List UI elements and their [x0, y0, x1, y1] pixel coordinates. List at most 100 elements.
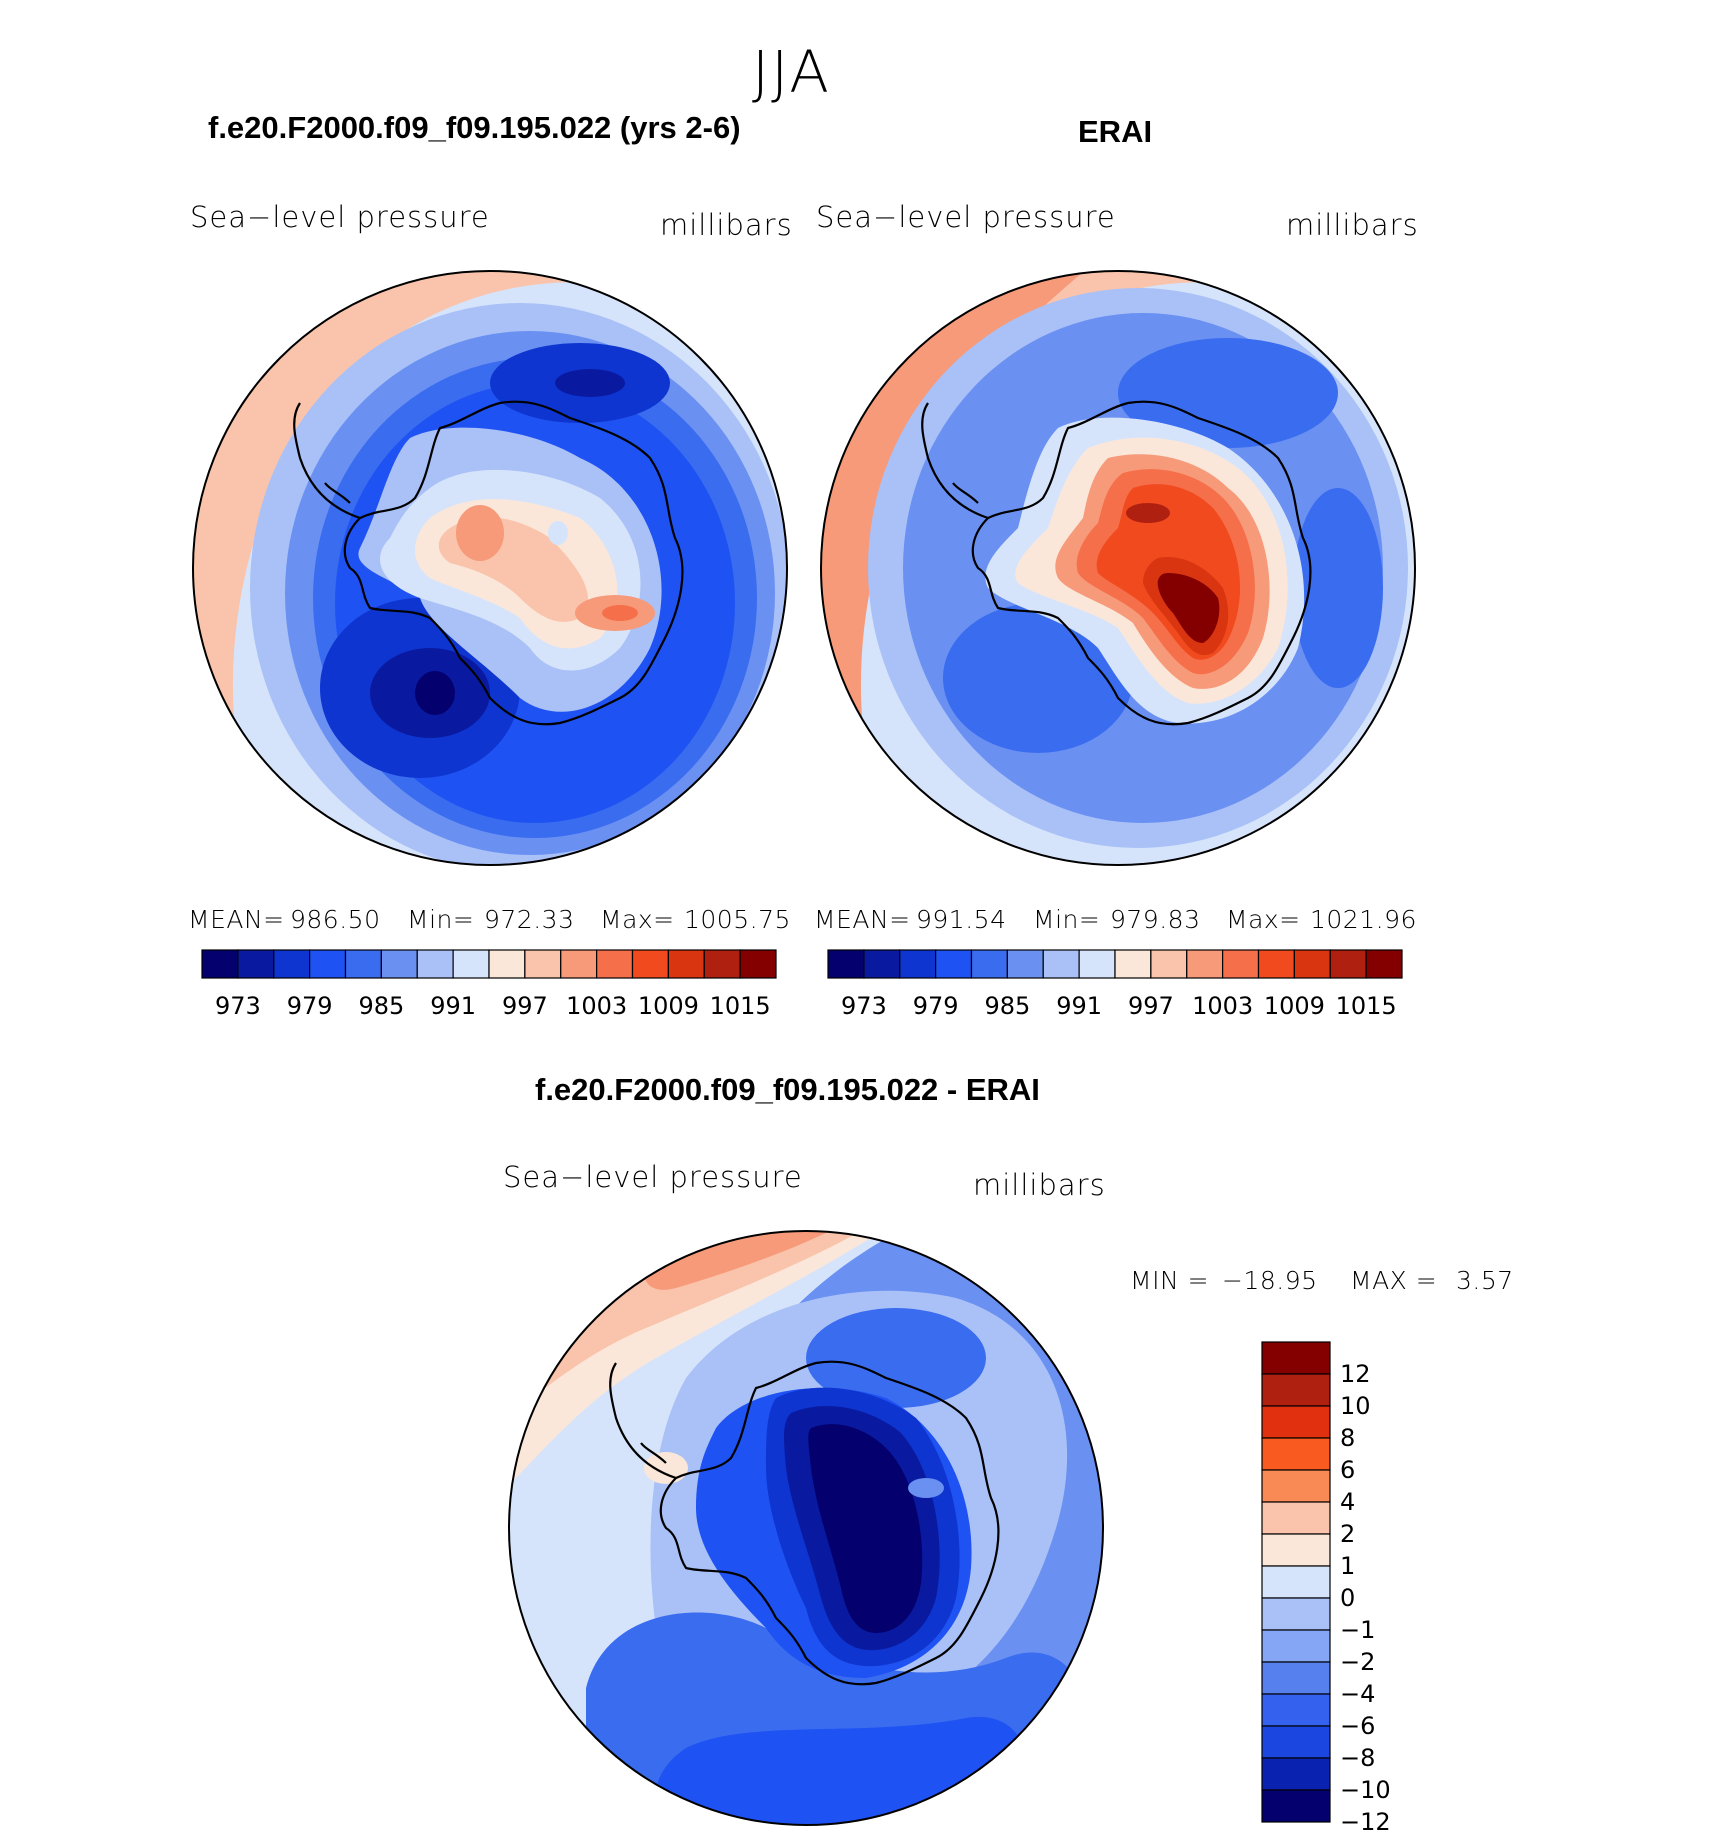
difference-colorbar-swatch — [1261, 1373, 1331, 1407]
difference-colorbar-swatch — [1261, 1405, 1331, 1439]
map2-outline — [820, 270, 1416, 866]
erai-colorbar-swatch — [1006, 949, 1044, 979]
erai-colorbar-swatch — [1257, 949, 1295, 979]
erai-colorbar-tick-label: 1003 — [1192, 992, 1253, 1020]
difference-colorbar-swatch — [1261, 1501, 1331, 1535]
difference-colorbar-tick-label: 1 — [1340, 1552, 1355, 1580]
difference-colorbar-swatch — [1261, 1789, 1331, 1823]
difference-colorbar-tick-label: 4 — [1340, 1488, 1355, 1516]
erai-colorbar-swatch — [1186, 949, 1224, 979]
difference-colorbar-tick-label: −2 — [1340, 1648, 1375, 1676]
panel1-units-label: millibars — [660, 208, 793, 242]
erai-colorbar-swatch — [1078, 949, 1116, 979]
model-colorbar-tick-label: 979 — [287, 992, 333, 1020]
difference-colorbar-swatch — [1261, 1661, 1331, 1695]
difference-colorbar-tick-label: 0 — [1340, 1584, 1355, 1612]
model-colorbar-swatch — [703, 949, 741, 979]
difference-units-label: millibars — [973, 1168, 1106, 1202]
panel2-mean-value: 991.54 — [916, 905, 1007, 934]
panel2-min-value: 979.83 — [1110, 905, 1201, 934]
map2-plateau-max — [1157, 573, 1220, 643]
difference-colorbar-swatch — [1261, 1629, 1331, 1663]
difference-variable-label: Sea−level pressure — [503, 1160, 803, 1194]
erai-colorbar-tick-label: 973 — [841, 992, 887, 1020]
model-colorbar-swatch — [380, 949, 418, 979]
erai-colorbar-tick-label: 991 — [1056, 992, 1102, 1020]
panel2-units-label: millibars — [1286, 208, 1419, 242]
erai-colorbar-swatch — [935, 949, 973, 979]
model-colorbar: 973 979 985 991 997 1003 1009 1015 — [201, 949, 777, 1020]
map3-coastline — [659, 1360, 1000, 1686]
panel2-min-label: Min= — [1033, 905, 1101, 934]
model-colorbar-tick-label: 1009 — [638, 992, 699, 1020]
erai-colorbar-swatch — [1042, 949, 1080, 979]
map2-plateau-brick — [1126, 503, 1170, 523]
erai-colorbar-swatch — [1365, 949, 1403, 979]
panel1-max-label: Max= — [600, 905, 675, 934]
difference-colorbar-tick-label: 6 — [1340, 1456, 1355, 1484]
erai-colorbar-tick-label: 1009 — [1264, 992, 1325, 1020]
difference-colorbar-tick-label: −1 — [1340, 1616, 1375, 1644]
model-colorbar-swatch — [488, 949, 526, 979]
panel1-mean-value: 986.50 — [290, 905, 381, 934]
difference-colorbar-swatch — [1261, 1725, 1331, 1759]
panel2-max-label: Max= — [1226, 905, 1301, 934]
map3-peninsula-coast — [609, 1362, 677, 1480]
model-colorbar-swatch — [667, 949, 705, 979]
panel1-variable-label: Sea−level pressure — [190, 200, 490, 234]
panel1-title: f.e20.F2000.f09_f09.195.022 (yrs 2-6) — [208, 110, 741, 145]
panel1-min-value: 972.33 — [484, 905, 575, 934]
difference-colorbar-swatch — [1261, 1597, 1331, 1631]
model-colorbar-swatch — [273, 949, 311, 979]
map2-peninsula-coast — [921, 402, 989, 520]
map1-peninsula-coast — [293, 402, 361, 520]
model-colorbar-swatch — [631, 949, 669, 979]
map3-outline — [508, 1230, 1104, 1826]
map1-low-north-core — [555, 369, 625, 397]
erai-colorbar-tick-label: 979 — [913, 992, 959, 1020]
difference-colorbar-tick-label: −6 — [1340, 1712, 1375, 1740]
map3-continent-min — [808, 1424, 923, 1633]
difference-max-label: MAX = — [1350, 1266, 1438, 1295]
map1-plateau-orange — [602, 605, 638, 621]
model-colorbar-swatch — [309, 949, 347, 979]
difference-colorbar-tick-label: 10 — [1340, 1392, 1371, 1420]
model-colorbar-swatch — [596, 949, 634, 979]
difference-title: f.e20.F2000.f09_f09.195.022 - ERAI — [535, 1072, 1040, 1107]
difference-colorbar-swatch — [1261, 1757, 1331, 1791]
panel1-min-label: Min= — [407, 905, 475, 934]
panel2-variable-label: Sea−level pressure — [816, 200, 1116, 234]
panel2-max-value: 1021.96 — [1310, 905, 1417, 934]
panel1-max-value: 1005.75 — [684, 905, 791, 934]
model-colorbar-tick-label: 991 — [430, 992, 476, 1020]
difference-colorbar-swatch — [1261, 1565, 1331, 1599]
model-colorbar-swatch — [452, 949, 490, 979]
map1-coastline — [343, 400, 684, 726]
map2-coastline — [971, 400, 1312, 726]
map2-low-west — [943, 603, 1133, 753]
erai-colorbar: 973 979 985 991 997 1003 1009 1015 — [827, 949, 1403, 1020]
difference-colorbar-tick-label: −8 — [1340, 1744, 1375, 1772]
erai-colorbar-swatch — [1114, 949, 1152, 979]
erai-colorbar-swatch — [863, 949, 901, 979]
model-colorbar-tick-label: 973 — [215, 992, 261, 1020]
panel2-title: ERAI — [1078, 114, 1153, 149]
map1-plateau-dip — [548, 521, 568, 545]
map3-positive-spot — [644, 1452, 688, 1484]
model-colorbar-tick-label: 1003 — [566, 992, 627, 1020]
model-colorbar-tick-label: 985 — [358, 992, 404, 1020]
map1-low-min — [415, 671, 455, 715]
difference-min-value: −18.95 — [1222, 1266, 1318, 1295]
erai-colorbar-swatch — [1222, 949, 1260, 979]
difference-colorbar-tick-label: −10 — [1340, 1776, 1391, 1804]
model-colorbar-swatch — [416, 949, 454, 979]
map1-outline — [192, 270, 788, 866]
difference-max-value: 3.57 — [1456, 1266, 1514, 1295]
erai-colorbar-tick-label: 985 — [984, 992, 1030, 1020]
erai-colorbar-swatch — [1329, 949, 1367, 979]
model-slp-map — [192, 270, 788, 866]
model-colorbar-tick-label: 1015 — [710, 992, 771, 1020]
model-colorbar-tick-label: 997 — [502, 992, 548, 1020]
erai-slp-map — [820, 270, 1416, 866]
